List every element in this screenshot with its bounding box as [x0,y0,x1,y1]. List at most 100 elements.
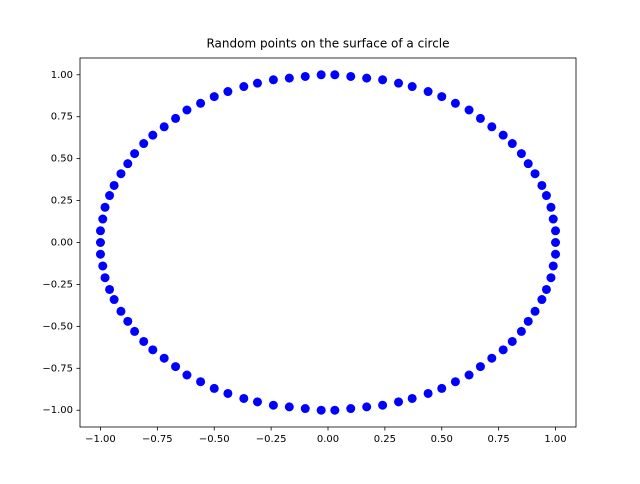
point [407,393,417,403]
y-tick-label: 0.00 [51,238,73,249]
point [330,405,340,415]
point [123,159,133,169]
axes-frame [79,57,577,428]
point [487,122,497,132]
point [530,169,540,179]
point [252,397,262,407]
point [394,397,404,407]
point [407,82,417,92]
point [139,336,149,346]
point [346,71,356,81]
point [252,78,262,88]
point [548,214,558,224]
point [268,75,278,85]
point [95,226,105,236]
x-tick-label: 0.00 [317,434,339,445]
point [423,87,433,97]
y-tick-label: −0.75 [42,363,73,374]
point [300,71,310,81]
point [475,113,485,123]
point [116,306,126,316]
point [98,214,108,224]
y-tick-label: 0.25 [51,196,73,207]
point [498,130,508,140]
point [116,169,126,179]
point [437,92,447,102]
point [98,261,108,271]
point [378,400,388,410]
x-tick-label: −0.25 [256,434,287,445]
point [450,98,460,108]
point [516,149,526,159]
point [551,249,561,259]
point [130,149,140,159]
point [300,404,310,414]
point [450,377,460,387]
point [507,336,517,346]
point [239,82,249,92]
point [546,273,556,283]
point [551,226,561,236]
point [464,105,474,115]
y-tick-label: 0.75 [51,112,73,123]
point [498,345,508,355]
point [546,202,556,212]
point [223,388,233,398]
point [541,191,551,201]
point [346,404,356,414]
y-tick-label: 0.50 [51,154,73,165]
y-tick-label: 1.00 [51,70,73,81]
point [182,370,192,380]
point [105,191,115,201]
point [171,362,181,372]
point [171,113,181,123]
point [362,73,372,83]
x-tick-label: −0.50 [199,434,230,445]
point [130,326,140,336]
y-tick-label: −1.00 [42,405,73,416]
point [223,87,233,97]
point [196,377,206,387]
point [548,261,558,271]
point [284,402,294,412]
point [487,353,497,363]
point [541,284,551,294]
x-tick-label: 0.75 [488,434,510,445]
point [268,400,278,410]
point [437,383,447,393]
point [159,353,169,363]
point [316,70,326,80]
point [109,295,119,305]
y-tick-label: −0.25 [42,279,73,290]
point [530,306,540,316]
point [109,180,119,190]
point [182,105,192,115]
point [196,98,206,108]
point [209,383,219,393]
point [148,130,158,140]
x-tick-label: 1.00 [544,434,566,445]
x-tick-label: −0.75 [142,434,173,445]
x-tick-label: 0.50 [431,434,453,445]
x-tick-label: −1.00 [85,434,116,445]
point [330,70,340,80]
x-tick-label: 0.25 [374,434,396,445]
point [148,345,158,355]
point [362,402,372,412]
point [159,122,169,132]
point [105,284,115,294]
point [100,202,110,212]
point [139,139,149,149]
point [239,393,249,403]
point [523,316,533,326]
point [537,295,547,305]
point [209,92,219,102]
point [378,75,388,85]
y-tick-label: −0.50 [42,321,73,332]
point [423,388,433,398]
point [516,326,526,336]
point [537,180,547,190]
point [284,73,294,83]
